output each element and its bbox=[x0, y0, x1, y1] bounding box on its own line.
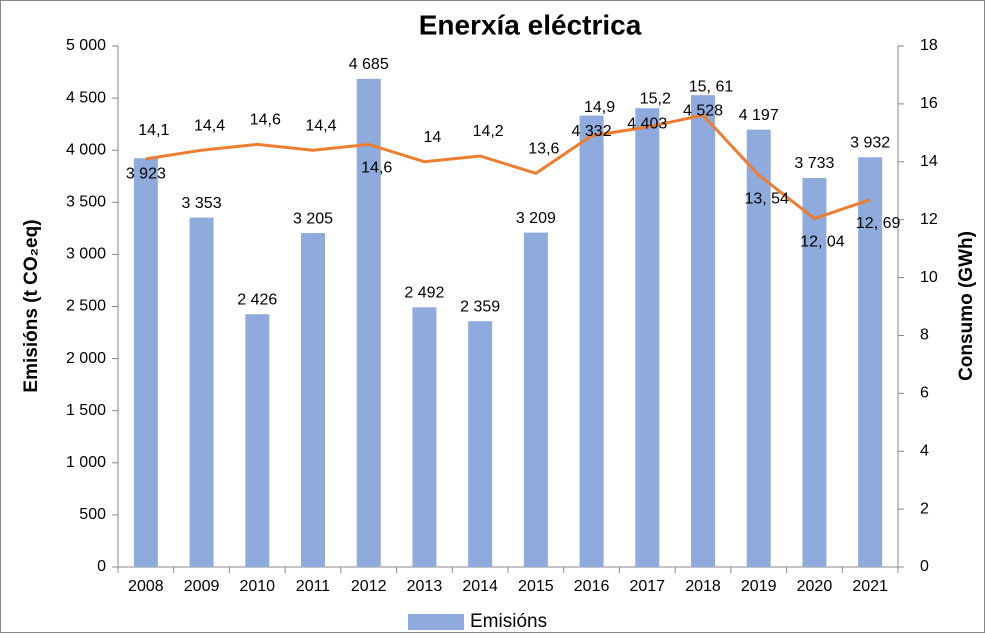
bar-value-label: 4 528 bbox=[683, 102, 723, 119]
bar-value-label: 2 359 bbox=[460, 298, 500, 315]
y2-tick-label: 18 bbox=[920, 37, 938, 54]
line-value-label: 14,6 bbox=[361, 160, 392, 177]
chart-title: Enerxía eléctrica bbox=[419, 9, 642, 40]
x-tick-label: 2019 bbox=[741, 578, 777, 595]
y2-axis-label: Consumo (GWh) bbox=[956, 231, 977, 381]
bar bbox=[133, 158, 158, 568]
x-tick-label: 2016 bbox=[574, 578, 610, 595]
bar bbox=[579, 115, 604, 568]
x-tick-label: 2021 bbox=[852, 578, 888, 595]
y2-tick-label: 2 bbox=[920, 500, 929, 517]
x-tick-label: 2014 bbox=[462, 578, 498, 595]
y-tick-label: 4 000 bbox=[66, 141, 106, 158]
bar-value-label: 3 209 bbox=[516, 210, 556, 227]
bar bbox=[468, 321, 493, 567]
x-tick-label: 2013 bbox=[407, 578, 443, 595]
y2-tick-label: 6 bbox=[920, 385, 929, 402]
line-value-label: 13, 54 bbox=[744, 190, 789, 207]
x-tick-label: 2017 bbox=[629, 578, 665, 595]
x-tick-label: 2009 bbox=[184, 578, 220, 595]
x-tick-label: 2018 bbox=[685, 578, 721, 595]
bar bbox=[523, 232, 548, 567]
x-tick-label: 2008 bbox=[128, 578, 164, 595]
line-value-label: 15,2 bbox=[640, 90, 671, 107]
x-tick-label: 2015 bbox=[518, 578, 554, 595]
legend-label: Emisións bbox=[470, 611, 547, 632]
y2-tick-label: 8 bbox=[920, 327, 929, 344]
y2-tick-label: 12 bbox=[920, 211, 938, 228]
bar bbox=[245, 314, 270, 567]
bar-value-label: 4 197 bbox=[739, 107, 779, 124]
bar-value-label: 3 205 bbox=[293, 210, 333, 227]
bar bbox=[746, 129, 771, 567]
y-tick-label: 1 000 bbox=[66, 454, 106, 471]
x-tick-label: 2010 bbox=[239, 578, 275, 595]
y2-tick-label: 16 bbox=[920, 95, 938, 112]
line bbox=[145, 113, 871, 221]
y-tick-label: 2 500 bbox=[66, 298, 106, 315]
bar-value-label: 3 932 bbox=[850, 135, 890, 152]
bar bbox=[635, 108, 660, 567]
x-tick-label: 2011 bbox=[296, 578, 331, 595]
y-tick-label: 0 bbox=[97, 558, 106, 575]
bar-value-label: 3 353 bbox=[182, 195, 222, 212]
y-tick-label: 1 500 bbox=[66, 402, 106, 419]
y-tick-label: 3 500 bbox=[66, 194, 106, 211]
line-value-label: 14,6 bbox=[250, 112, 281, 129]
line-value-label: 13,6 bbox=[528, 141, 559, 158]
bar-value-label: 2 426 bbox=[237, 291, 277, 308]
bar bbox=[858, 157, 883, 568]
y2-tick-label: 0 bbox=[920, 558, 929, 575]
y-tick-label: 2 000 bbox=[66, 350, 106, 367]
bar-value-label: 2 492 bbox=[404, 285, 444, 302]
bar-value-label: 3 923 bbox=[126, 165, 166, 182]
bar bbox=[301, 233, 325, 567]
line-value-label: 14 bbox=[424, 129, 442, 146]
y2-tick-label: 14 bbox=[920, 153, 938, 170]
bar bbox=[802, 178, 827, 567]
y2-tick-label: 4 bbox=[920, 442, 929, 459]
y-axis-label: Emisións (t CO₂eq) bbox=[21, 219, 42, 392]
y-tick-label: 500 bbox=[79, 506, 106, 523]
line-value-label: 14,1 bbox=[138, 122, 169, 139]
bar bbox=[691, 95, 715, 567]
line-value-label: 14,4 bbox=[194, 117, 225, 134]
line-value-label: 12, 04 bbox=[800, 234, 845, 251]
y2-tick-label: 10 bbox=[920, 269, 938, 286]
line-value-label: 15, 61 bbox=[689, 78, 734, 95]
legend-swatch bbox=[408, 614, 464, 630]
bar bbox=[356, 78, 381, 567]
bar bbox=[189, 217, 214, 567]
line-value-label: 14,4 bbox=[305, 117, 336, 134]
x-tick-label: 2012 bbox=[351, 578, 387, 595]
bar-value-label: 4 403 bbox=[627, 115, 667, 132]
bar-value-label: 4 685 bbox=[349, 56, 389, 73]
x-tick-label: 2020 bbox=[797, 578, 833, 595]
line-value-label: 14,2 bbox=[473, 123, 504, 140]
line-value-label: 12, 69 bbox=[856, 215, 901, 232]
bar-value-label: 3 733 bbox=[794, 155, 834, 172]
bar-value-label: 4 332 bbox=[572, 123, 612, 140]
y-tick-label: 3 000 bbox=[66, 246, 106, 263]
y-tick-label: 4 500 bbox=[66, 89, 106, 106]
line-value-label: 14,9 bbox=[584, 99, 615, 116]
bar bbox=[412, 307, 437, 567]
y-tick-label: 5 000 bbox=[66, 37, 106, 54]
